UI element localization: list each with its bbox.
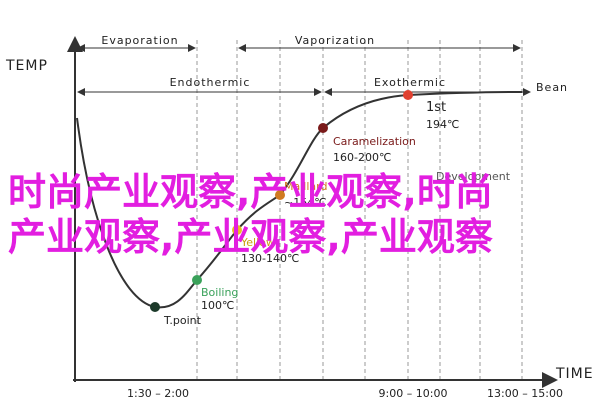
time-label: 1:30 – 2:00	[127, 387, 189, 400]
stage-temp: 130-140℃	[241, 252, 299, 265]
time-label: 13:00 – 15:00	[487, 387, 563, 400]
watermark: 时尚产业观察,产业观察,时尚	[8, 170, 493, 214]
stage-name: Maillard	[284, 180, 327, 193]
phase: Vaporization	[295, 34, 375, 47]
stage-name: Caramelization	[333, 135, 416, 148]
stage-temp: 194℃	[426, 118, 459, 131]
stage-temp: ~154℃	[284, 196, 327, 209]
stage-name: T.point	[163, 314, 202, 327]
y-label: TEMP	[5, 58, 48, 74]
x-label: TIME	[555, 366, 594, 382]
stage-name: Yellow	[240, 236, 275, 249]
points	[150, 90, 413, 312]
phase: Exothermic	[374, 76, 446, 89]
stage-name: 1st	[426, 100, 446, 115]
watermark: 产业观察,产业观察,产业观察	[8, 215, 493, 259]
time-label: 9:00 – 10:00	[379, 387, 448, 400]
stage-temp: 160-200℃	[333, 151, 391, 164]
bean-label: Bean	[536, 81, 568, 94]
phase: Endothermic	[170, 76, 251, 89]
stage-name: Development	[436, 170, 511, 183]
stage-temp: 100℃	[201, 299, 234, 312]
phase: Evaporation	[101, 34, 178, 47]
stage-name: Boiling	[201, 286, 238, 299]
